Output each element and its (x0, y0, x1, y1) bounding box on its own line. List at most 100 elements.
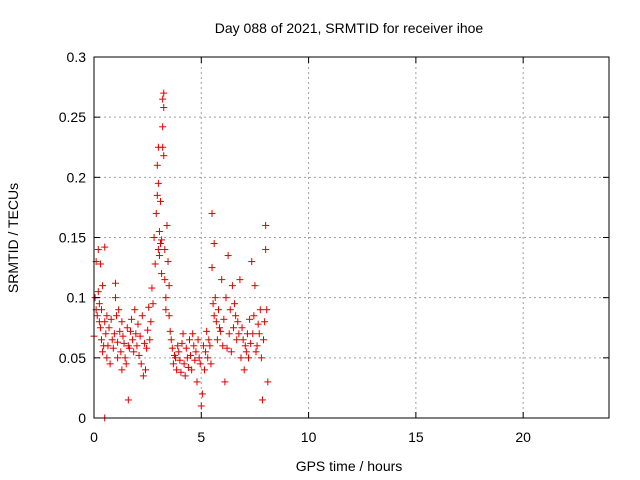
data-point (155, 252, 163, 260)
data-point (114, 338, 122, 346)
data-point (109, 344, 117, 352)
data-point (113, 312, 121, 320)
data-point (124, 396, 132, 404)
data-point (159, 123, 167, 131)
data-point (196, 360, 204, 368)
data-point (148, 284, 156, 292)
data-point (237, 354, 245, 362)
x-tick-label: 5 (197, 429, 205, 445)
data-point (238, 324, 246, 332)
data-point (218, 276, 226, 284)
data-point (118, 318, 126, 326)
data-point (161, 246, 169, 254)
data-point (94, 246, 102, 254)
data-point (232, 312, 240, 320)
data-point (139, 372, 147, 380)
data-point (150, 234, 158, 241)
data-point (146, 336, 154, 344)
data-point (98, 306, 106, 314)
data-point (253, 342, 261, 350)
data-point (130, 348, 138, 356)
data-point (101, 318, 109, 326)
y-tick-label: 0 (78, 410, 86, 426)
data-point (250, 312, 258, 320)
data-point (164, 258, 172, 266)
data-point (221, 378, 229, 386)
data-point (116, 327, 124, 335)
data-point (95, 300, 103, 308)
data-point (111, 294, 119, 302)
data-point (167, 336, 175, 344)
data-point (174, 342, 182, 350)
data-point (126, 327, 134, 335)
data-point (225, 330, 233, 338)
data-point (187, 351, 195, 359)
data-point (103, 312, 111, 320)
data-point (207, 360, 215, 368)
data-point (247, 339, 255, 347)
data-point (257, 354, 265, 362)
data-point (249, 330, 257, 338)
data-point (122, 360, 130, 368)
data-point (137, 360, 145, 368)
data-point (162, 306, 170, 314)
data-point (256, 306, 264, 314)
data-point (163, 221, 171, 229)
data-point (96, 324, 104, 332)
data-point (245, 354, 252, 362)
x-axis-label: GPS time / hours (296, 458, 403, 474)
data-point (136, 332, 144, 340)
data-point (260, 336, 268, 344)
data-point (160, 89, 168, 97)
data-point (182, 344, 190, 352)
x-tick-label: 10 (301, 429, 317, 445)
data-point (208, 264, 216, 272)
data-point (132, 330, 140, 338)
data-points (90, 89, 272, 422)
data-point (140, 339, 148, 347)
data-point (226, 306, 234, 314)
data-point (154, 246, 162, 254)
data-point (118, 366, 126, 374)
data-point (168, 344, 176, 352)
data-point (264, 378, 272, 386)
data-point (258, 396, 266, 404)
data-point (94, 288, 102, 296)
data-point (147, 318, 155, 326)
data-point (229, 324, 237, 332)
data-point (99, 282, 107, 290)
data-point (248, 258, 256, 266)
data-point (149, 300, 157, 308)
data-point (159, 95, 167, 103)
data-point (98, 336, 106, 344)
data-point (169, 360, 177, 368)
data-point (202, 348, 210, 356)
data-point (115, 306, 123, 314)
data-point (153, 161, 161, 169)
data-point (262, 221, 270, 229)
data-point (192, 348, 200, 356)
data-point (214, 306, 222, 314)
data-point (107, 315, 115, 323)
data-point (108, 336, 116, 344)
data-point (217, 327, 225, 335)
data-point (105, 324, 113, 332)
data-point (210, 312, 218, 320)
data-point (233, 336, 241, 344)
x-axis-ticks: 0 5 10 15 20 (90, 57, 531, 445)
y-tick-label: 0.2 (67, 169, 87, 185)
data-point (201, 366, 209, 374)
data-point (106, 360, 114, 368)
data-point (99, 348, 107, 356)
data-point (128, 315, 136, 323)
data-point (211, 294, 219, 302)
data-point (239, 336, 247, 344)
data-point (173, 366, 181, 374)
data-point (198, 390, 206, 398)
data-point (262, 246, 270, 254)
data-point (144, 326, 152, 334)
chart-title: Day 088 of 2021, SRMTID for receiver iho… (215, 20, 484, 36)
data-point (151, 260, 159, 268)
data-point (120, 339, 128, 347)
